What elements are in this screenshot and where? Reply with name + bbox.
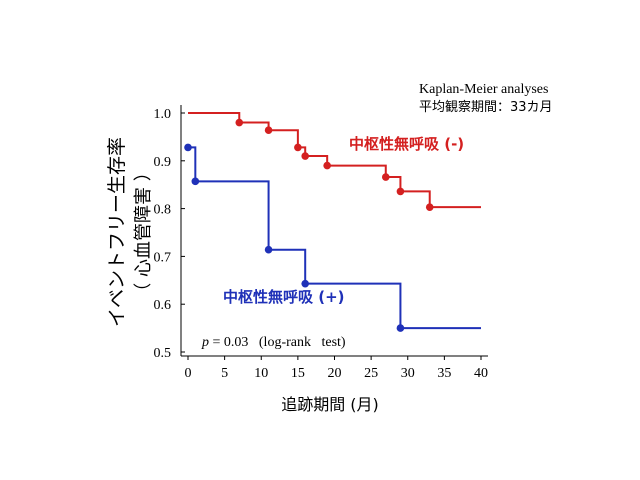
series-1-point (264, 245, 273, 254)
y-tick-label: 0.8 (154, 203, 172, 218)
y-tick-label: 1.0 (154, 107, 172, 122)
y-tick-label: 0.5 (154, 346, 172, 361)
x-tick-label: 30 (401, 366, 415, 381)
series-1-line (188, 146, 481, 330)
series-1-point (184, 143, 192, 152)
series-0-point (264, 126, 273, 135)
y-axis-title-line2: （ 心血管障害 ） (133, 163, 154, 300)
series-1-point (301, 279, 310, 288)
y-ticks: 0.5 0.6 0.7 0.8 0.9 1.0 (154, 107, 185, 361)
series-layer (184, 112, 481, 332)
series-label-positive: 中枢性無呼吸 (+) (223, 288, 345, 306)
p-value-label: p = 0.03 (log-rank test) (201, 335, 346, 350)
series-0-point (323, 161, 331, 170)
y-tick-label: 0.7 (154, 250, 172, 265)
series-0-point (235, 118, 244, 127)
series-0-point (396, 187, 405, 196)
x-tick-label: 40 (474, 366, 488, 381)
series-0-line (188, 112, 481, 209)
method-label: Kaplan-Meier analyses (419, 82, 548, 97)
series-0-point (425, 203, 434, 211)
series-0-point (301, 152, 310, 160)
x-ticks: 0 5 10 15 20 25 30 35 40 (185, 356, 488, 381)
x-tick-label: 15 (291, 366, 305, 381)
follow-up-label: 平均観察期間：33カ月 (419, 100, 553, 115)
y-axis-title-line1: イベントフリー生存率 (106, 137, 128, 327)
y-tick-label: 0.6 (154, 298, 172, 313)
series-1-point (191, 177, 200, 186)
p-symbol: p (201, 335, 209, 350)
x-tick-label: 10 (254, 366, 268, 381)
series-0-point (294, 143, 302, 152)
series-0-point (381, 173, 390, 181)
series-label-negative: 中枢性無呼吸 (-) (349, 135, 464, 153)
p-value-text: = 0.03 (log-rank test) (209, 335, 346, 350)
x-tick-label: 35 (437, 366, 451, 381)
x-tick-label: 5 (221, 366, 228, 381)
series-1-point (396, 324, 405, 332)
x-tick-label: 20 (328, 366, 342, 381)
x-axis-title: 追跡期間 (月) (281, 395, 379, 414)
x-tick-label: 0 (185, 366, 192, 381)
x-tick-label: 25 (364, 366, 378, 381)
y-tick-label: 0.9 (154, 155, 172, 170)
